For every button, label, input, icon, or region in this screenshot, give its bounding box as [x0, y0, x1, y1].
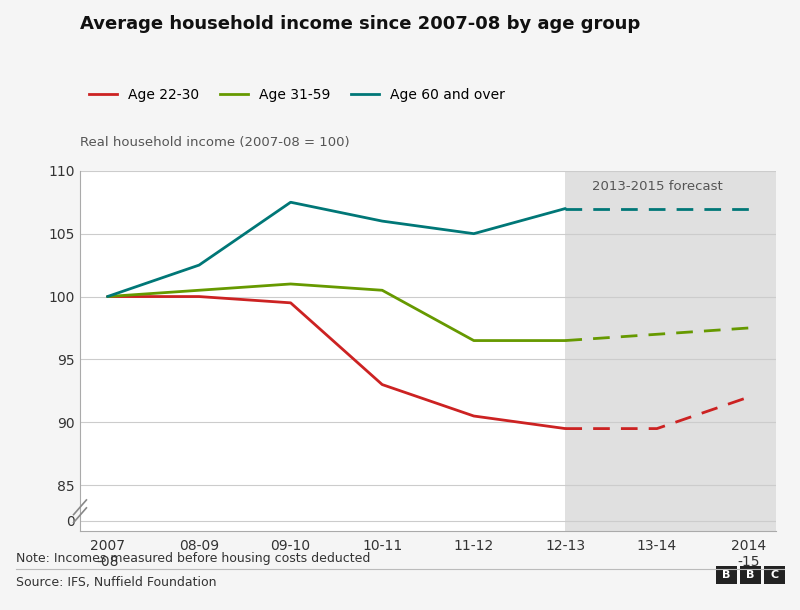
- Bar: [566, 171, 776, 511]
- Text: Note: Incomes measured before housing costs deducted: Note: Incomes measured before housing co…: [16, 552, 370, 565]
- Text: Real household income (2007-08 = 100): Real household income (2007-08 = 100): [80, 137, 350, 149]
- Text: B: B: [722, 570, 730, 580]
- Legend: Age 22-30, Age 31-59, Age 60 and over: Age 22-30, Age 31-59, Age 60 and over: [83, 83, 510, 108]
- Text: Source: IFS, Nuffield Foundation: Source: IFS, Nuffield Foundation: [16, 576, 217, 589]
- Text: C: C: [770, 570, 778, 580]
- Text: Average household income since 2007-08 by age group: Average household income since 2007-08 b…: [80, 15, 640, 34]
- Text: 2013-2015 forecast: 2013-2015 forecast: [591, 179, 722, 193]
- Text: B: B: [746, 570, 754, 580]
- Bar: [566, 511, 776, 531]
